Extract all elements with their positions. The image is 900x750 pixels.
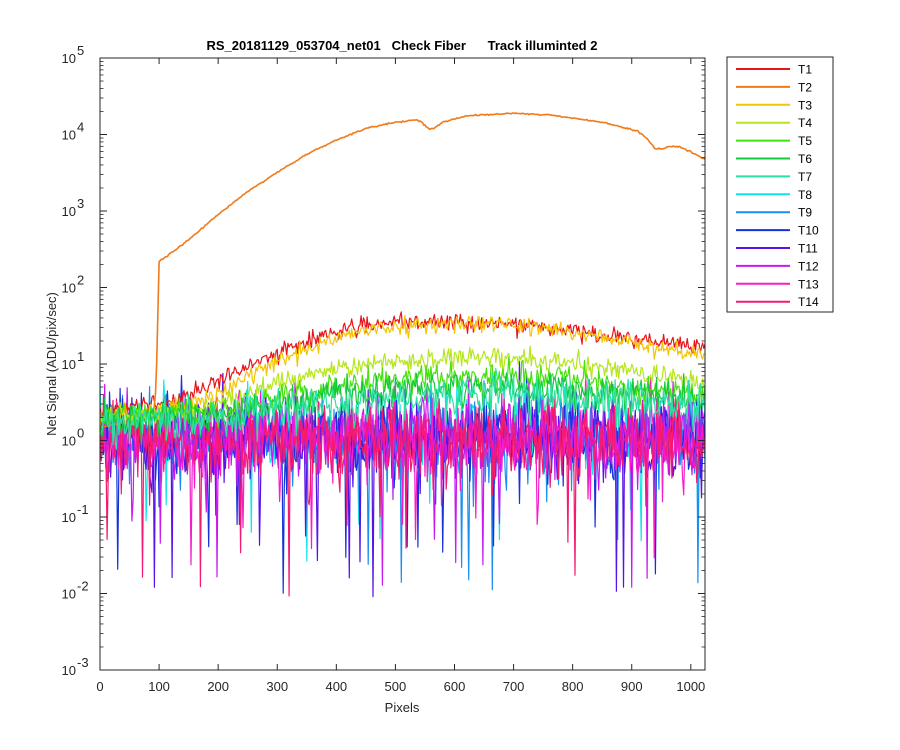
series-line-t7 — [100, 368, 705, 450]
legend: T1 T2 T3 T4 T5 T6 T7 T8 T9 T10 T11 T12 T13 T14 — [726, 56, 834, 313]
series-line-t1 — [100, 311, 705, 416]
x-tick-label: 0 — [96, 679, 103, 694]
x-tick-label: 200 — [207, 679, 229, 694]
x-tick-label: 900 — [621, 679, 643, 694]
legend-label-t9: T9 — [798, 206, 812, 220]
y-tick-label: 10 — [62, 434, 76, 449]
legend-label-t11: T11 — [798, 242, 818, 256]
x-tick-label: 600 — [444, 679, 466, 694]
legend-label-t7: T7 — [798, 170, 812, 184]
y-tick-exponent: -3 — [77, 655, 89, 670]
plot-area — [100, 58, 705, 670]
legend-label-t12: T12 — [798, 259, 819, 273]
legend-box — [726, 56, 834, 313]
y-tick-exponent: 5 — [77, 43, 84, 58]
series-line-t2 — [100, 112, 705, 429]
y-axis-label: Net Signal (ADU/pix/sec) — [44, 292, 59, 436]
y-tick-label: 10 — [62, 51, 76, 66]
legend-label-t2: T2 — [798, 80, 812, 94]
chart-title: RS_20181129_053704_net01 Check Fiber Tra… — [207, 38, 598, 53]
y-tick-exponent: 1 — [77, 349, 84, 364]
series-line-t13 — [100, 373, 705, 566]
y-tick-exponent: 3 — [77, 196, 84, 211]
x-axis: 0 100 200 300 400 500 600 700 800 900 1000 — [96, 58, 705, 694]
legend-label-t10: T10 — [798, 224, 819, 238]
y-tick-exponent: -2 — [77, 579, 89, 594]
x-tick-label: 1000 — [676, 679, 705, 694]
y-tick-label: 10 — [62, 204, 76, 219]
series-line-t4 — [100, 345, 705, 427]
y-tick-label: 10 — [62, 281, 76, 296]
y-tick-label: 10 — [62, 510, 76, 525]
y-tick-label: 10 — [62, 587, 76, 602]
series-line-t3 — [100, 314, 705, 427]
x-tick-label: 100 — [148, 679, 170, 694]
series-line-t14 — [100, 389, 705, 597]
legend-label-t8: T8 — [798, 188, 812, 202]
legend-label-t3: T3 — [798, 98, 812, 112]
y-tick-label: 10 — [62, 128, 76, 143]
series-layer — [100, 112, 705, 598]
legend-label-t4: T4 — [798, 116, 812, 130]
x-tick-label: 700 — [503, 679, 525, 694]
x-tick-label: 400 — [325, 679, 347, 694]
y-tick-label: 10 — [62, 663, 76, 678]
x-tick-label: 500 — [385, 679, 407, 694]
legend-label-t6: T6 — [798, 152, 812, 166]
x-tick-label: 300 — [266, 679, 288, 694]
y-tick-label: 10 — [62, 357, 76, 372]
legend-label-t13: T13 — [798, 277, 819, 291]
legend-label-t5: T5 — [798, 134, 812, 148]
legend-label-t14: T14 — [798, 295, 819, 309]
x-axis-label: Pixels — [385, 700, 420, 715]
y-tick-exponent: 4 — [77, 120, 84, 135]
legend-label-t1: T1 — [798, 63, 812, 77]
y-tick-exponent: 0 — [77, 426, 84, 441]
y-tick-exponent: -1 — [77, 502, 89, 517]
series-line-t5 — [100, 356, 705, 429]
y-tick-exponent: 2 — [77, 273, 84, 288]
x-tick-label: 800 — [562, 679, 584, 694]
